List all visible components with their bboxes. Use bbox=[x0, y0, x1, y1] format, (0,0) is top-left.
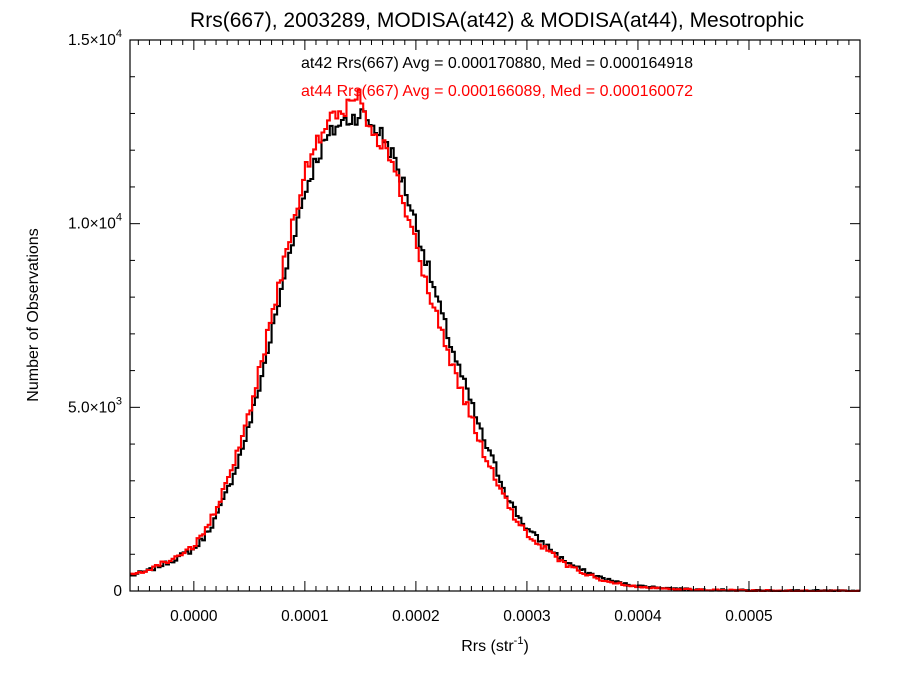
series-at42-histogram bbox=[130, 108, 860, 593]
annotation-at42: at42 Rrs(667) Avg = 0.000170880, Med = 0… bbox=[301, 55, 693, 72]
x-tick-label: 0.0001 bbox=[281, 608, 328, 625]
y-tick-label: 1.0×104 bbox=[68, 212, 122, 233]
y-tick-label: 5.0×103 bbox=[68, 395, 122, 416]
x-tick-label: 0.0000 bbox=[170, 608, 218, 625]
chart-title: Rrs(667), 2003289, MODISA(at42) & MODISA… bbox=[190, 9, 804, 32]
y-axis-label: Number of Observations bbox=[25, 228, 42, 401]
x-tick-label: 0.0005 bbox=[725, 608, 772, 625]
plot-frame bbox=[129, 39, 861, 592]
x-tick-label: 0.0003 bbox=[503, 608, 550, 625]
ticks-layer: 0.0000 0.0001 0.0002 0.0003 0.0004 0.0005 0 5.0… bbox=[68, 28, 860, 625]
x-tick-label: 0.0002 bbox=[392, 608, 439, 625]
y-tick-label: 1.5×104 bbox=[68, 28, 122, 49]
x-axis-label: Rrs (str-1) bbox=[461, 635, 529, 655]
x-tick-label: 0.0004 bbox=[614, 608, 662, 625]
annotation-at44: at44 Rrs(667) Avg = 0.000166089, Med = 0… bbox=[301, 83, 693, 100]
series-at44-histogram bbox=[130, 88, 860, 593]
series-layer bbox=[130, 88, 860, 593]
y-tick-label: 0 bbox=[113, 583, 122, 600]
